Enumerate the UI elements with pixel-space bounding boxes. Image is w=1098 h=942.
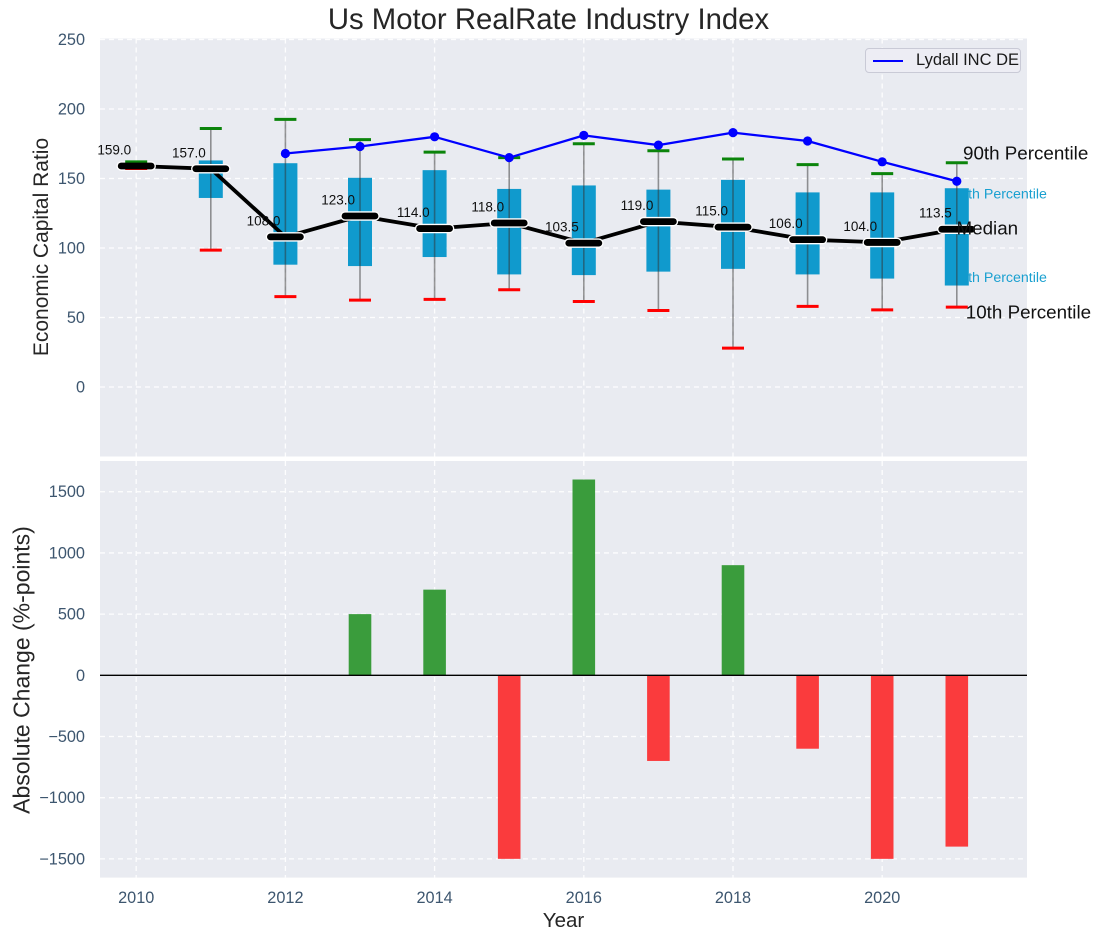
bottom-xtick-labels: 2010 2012 2014 2016 2018 2020 — [118, 889, 900, 907]
legend: Lydall INC DE — [865, 48, 1021, 73]
series-line-lydall-inc-de — [285, 131, 958, 183]
percentile-label-median: Median — [957, 217, 1019, 238]
chart-title: Us Motor RealRate Industry Index — [327, 3, 770, 36]
bottom-ytick--500: −500 — [48, 728, 85, 746]
median-label-2017: 119.0 — [621, 198, 654, 213]
legend-label: Lydall INC DE — [916, 51, 1020, 69]
top-ytick-labels: 0 50 100 150 200 250 — [58, 31, 85, 397]
marker-2015 — [504, 153, 514, 163]
percentile-label-10th-percentile: 10th Percentile — [966, 302, 1091, 323]
bar-2016 — [572, 479, 596, 676]
top-ylabel: Economic Capital Ratio — [30, 137, 53, 357]
bottom-ylabel: Absolute Change (%-points) — [8, 526, 35, 814]
bar-2015 — [497, 675, 521, 859]
xtick-2010: 2010 — [118, 889, 154, 907]
median-label-2015: 118.0 — [471, 199, 504, 214]
median-label-2019: 106.0 — [769, 216, 803, 231]
marker-2018 — [728, 128, 738, 138]
median-annotations: 159.0 157.0 108.0 123.0 114.0 118.0 103.5 119.0… — [97, 142, 951, 234]
xtick-2014: 2014 — [416, 889, 452, 907]
median-label-2018: 115.0 — [695, 204, 728, 219]
xlabel: Year — [542, 909, 585, 932]
whisker-cap-group — [125, 117, 968, 350]
legend-line-sample — [873, 59, 903, 62]
median-label-2010: 159.0 — [97, 142, 131, 157]
series-markers — [280, 128, 962, 186]
marker-2012 — [280, 148, 290, 159]
top-ytick-100: 100 — [58, 240, 85, 258]
bar-group — [348, 479, 969, 859]
percentile-label-75th-percentile: 75th Percentile — [952, 186, 1047, 202]
xtick-2012: 2012 — [267, 889, 303, 907]
xtick-2020: 2020 — [864, 889, 900, 907]
bottom-ytick--1500: −1500 — [39, 850, 85, 868]
top-ytick-200: 200 — [58, 101, 85, 119]
marker-2019 — [803, 136, 813, 146]
percentile-label-25th-percentile: 25th Percentile — [952, 270, 1047, 286]
top-ytick-150: 150 — [58, 170, 85, 188]
bottom-ytick--1000: −1000 — [39, 789, 85, 807]
bar-2013 — [348, 614, 372, 676]
marker-2014 — [430, 132, 440, 142]
bottom-ytick-0: 0 — [76, 667, 85, 685]
bar-2017 — [647, 675, 670, 761]
median-label-2021: 113.5 — [919, 206, 952, 221]
percentile-labels-back: 75th Percentile 25th Percentile — [952, 186, 1047, 286]
marker-2017 — [653, 140, 664, 150]
marker-2016 — [579, 130, 589, 141]
bottom-ytick-1500: 1500 — [49, 483, 85, 501]
xtick-2016: 2016 — [566, 889, 602, 907]
bottom-ytick-1000: 1000 — [49, 544, 85, 562]
median-label-2013: 123.0 — [321, 193, 355, 208]
bar-2019 — [796, 675, 819, 749]
xtick-2018: 2018 — [715, 889, 751, 907]
bottom-ytick-500: 500 — [58, 606, 85, 624]
bar-2020 — [870, 675, 894, 859]
median-label-2011: 157.0 — [172, 145, 206, 160]
bar-2014 — [423, 589, 446, 676]
marker-2013 — [355, 141, 365, 152]
median-label-2012: 108.0 — [247, 213, 281, 228]
top-ytick-50: 50 — [67, 309, 85, 327]
median-label-2014: 114.0 — [397, 205, 430, 220]
median-label-2020: 104.0 — [843, 219, 877, 234]
top-ytick-0: 0 — [76, 379, 85, 397]
median-label-2016: 103.5 — [545, 220, 579, 235]
top-ytick-250: 250 — [58, 31, 85, 49]
marker-2020 — [877, 157, 887, 167]
percentile-labels-front: 90th Percentile Median 10th Percentile — [957, 142, 1092, 322]
marker-2021 — [952, 176, 962, 186]
bottom-ytick-labels: −1500 −1000 −500 0 500 1000 1500 — [39, 483, 85, 868]
percentile-label-90th-percentile: 90th Percentile — [963, 142, 1088, 163]
bar-2021 — [945, 675, 969, 847]
bar-2018 — [721, 565, 745, 676]
median-segment-group — [117, 162, 976, 247]
